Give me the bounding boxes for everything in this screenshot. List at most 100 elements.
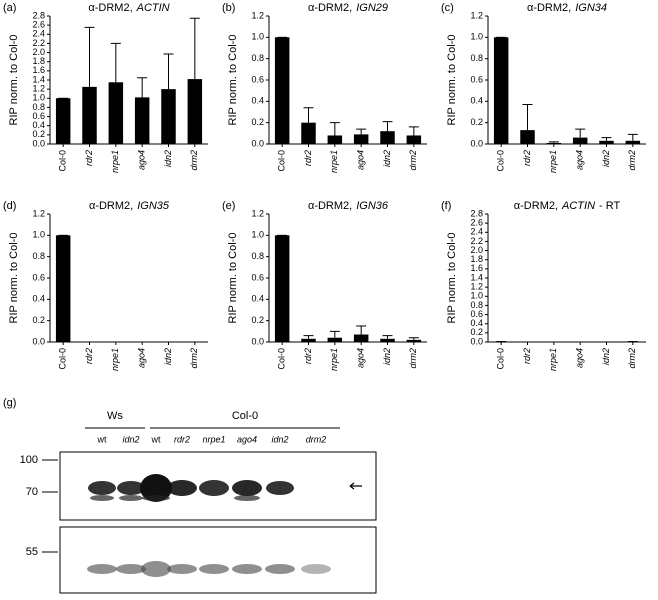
lane-label: wt	[97, 434, 107, 444]
y-tick-label: 0.6	[470, 309, 483, 319]
y-tick-label: 2.0	[32, 47, 45, 57]
x-tick-label: drm2	[408, 348, 418, 369]
x-tick-label: ago4	[356, 348, 366, 368]
chart-title: α-DRM2, IGN36	[308, 200, 389, 212]
y-tick-label: 1.6	[470, 263, 483, 273]
loading-band	[301, 564, 331, 574]
bar	[55, 235, 71, 342]
y-tick-label: 0.4	[470, 318, 483, 328]
y-tick-label: 2.8	[470, 208, 483, 218]
bar	[625, 140, 641, 144]
y-tick-label: 1.4	[470, 272, 483, 282]
x-tick-label: nrpe1	[110, 348, 120, 371]
error-bar	[575, 128, 586, 138]
chart-title: α-DRM2, IGN34	[527, 2, 607, 14]
x-tick-label: ago4	[575, 150, 585, 170]
error-bar	[356, 128, 367, 135]
y-tick-label: 2.0	[470, 245, 483, 255]
x-tick-label: idn2	[382, 150, 392, 167]
x-tick-label: nrpe1	[548, 348, 558, 371]
x-tick-label: Col-0	[496, 348, 506, 370]
y-tick-label: 0.0	[470, 138, 483, 148]
chart-title: α-DRM2, IGN35	[89, 200, 170, 212]
band	[266, 481, 294, 495]
x-tick-label: Col-0	[277, 150, 287, 172]
y-tick-label: 2.2	[32, 38, 45, 48]
band	[142, 495, 170, 501]
y-axis-label: RIP norm. to Col-0	[8, 233, 20, 324]
y-tick-label: 1.0	[470, 291, 483, 301]
error-bar	[601, 137, 612, 141]
title-gene: IGN36	[356, 200, 389, 212]
y-tick-label: 2.8	[32, 10, 45, 20]
bar	[546, 142, 562, 144]
loading-band	[87, 564, 117, 574]
title-suffix: - RT	[599, 200, 620, 212]
bar	[161, 89, 176, 144]
x-tick-label: idn2	[601, 150, 611, 167]
arrow	[349, 482, 362, 490]
error-bar	[303, 107, 314, 123]
lane-label: ago4	[237, 434, 257, 444]
error-bar	[627, 133, 638, 141]
x-tick-label: ago4	[575, 348, 585, 368]
marker-label: 55	[26, 546, 38, 558]
chart-title: α-DRM2, ACTIN	[88, 2, 169, 14]
marker-label: 70	[26, 486, 38, 498]
band	[117, 481, 145, 495]
y-axis-label: RIP norm. to Col-0	[227, 233, 239, 324]
y-tick-label: 2.2	[470, 236, 483, 246]
band	[199, 480, 229, 496]
loading-band	[116, 564, 146, 574]
y-tick-label: 0.6	[32, 111, 45, 121]
bar	[380, 338, 395, 342]
error-bar	[303, 335, 314, 339]
y-tick-label: 1.2	[470, 282, 483, 292]
y-tick-label: 0.6	[251, 272, 264, 282]
x-tick-label: nrpe1	[110, 150, 120, 173]
y-tick-label: 0.8	[32, 102, 45, 112]
x-tick-label: rdr2	[522, 348, 532, 364]
title-prefix: α-DRM2,	[89, 200, 133, 212]
error-bar	[408, 337, 419, 340]
band	[119, 495, 143, 501]
panel-label: (c)	[441, 2, 454, 14]
y-tick-label: 0.8	[32, 251, 45, 261]
band	[90, 495, 114, 501]
panel-label: (b)	[222, 2, 235, 14]
y-tick-label: 0.0	[470, 336, 483, 346]
y-tick-label: 0.2	[32, 315, 45, 325]
title-gene: IGN35	[137, 200, 170, 212]
x-tick-label: drm2	[189, 150, 199, 171]
x-tick-label: ago4	[137, 150, 147, 170]
x-tick-label: idn2	[163, 348, 173, 365]
y-tick-label: 0.0	[251, 138, 264, 148]
y-tick-label: 1.0	[32, 93, 45, 103]
y-tick-label: 1.2	[470, 10, 483, 20]
error-bar	[110, 42, 121, 83]
x-tick-label: rdr2	[84, 150, 94, 166]
lane-label: idn2	[122, 434, 139, 444]
loading-band	[265, 564, 295, 574]
error-bar	[356, 325, 367, 335]
bar	[353, 134, 369, 144]
y-tick-label: 1.8	[470, 254, 483, 264]
blot-bottom-frame	[59, 526, 377, 594]
y-tick-label: 0.0	[32, 138, 45, 148]
bar	[82, 86, 97, 144]
x-tick-label: Col-0	[496, 150, 506, 172]
band	[88, 481, 116, 495]
band	[167, 480, 197, 496]
loading-band	[167, 564, 197, 574]
panel-label: (a)	[3, 2, 16, 14]
error-bar	[137, 77, 148, 98]
error-bar	[522, 104, 533, 131]
error-bar	[84, 26, 95, 87]
bar	[327, 337, 343, 342]
y-tick-label: 1.0	[251, 32, 264, 42]
y-tick-label: 2.6	[470, 218, 483, 228]
y-tick-label: 0.2	[32, 129, 45, 139]
y-tick-label: 1.2	[32, 84, 45, 94]
x-tick-label: nrpe1	[548, 150, 558, 173]
lane-label: drm2	[306, 434, 327, 444]
